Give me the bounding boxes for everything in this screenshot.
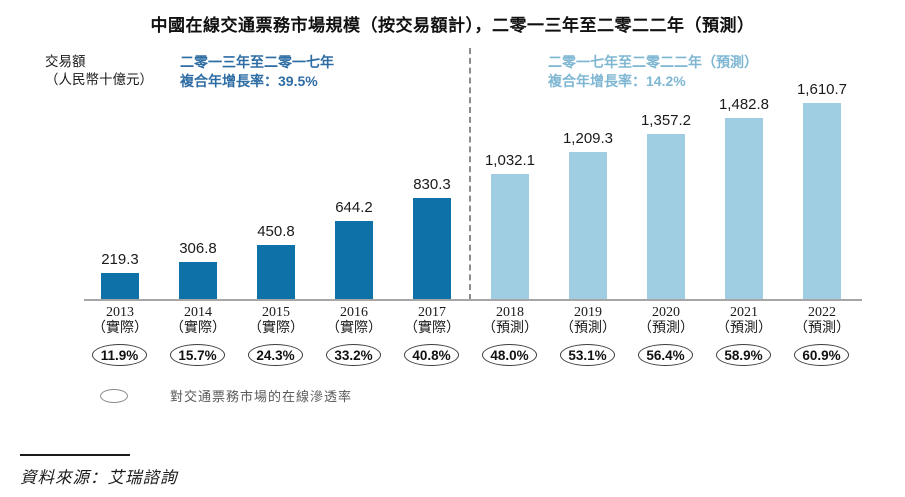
annotation-cagr-actual-line2: 複合年增長率：39.5% — [180, 73, 318, 89]
x-axis-label: 2022 （預測） — [783, 305, 861, 337]
bar-2018 — [491, 174, 529, 300]
x-axis-year: 2013 — [106, 305, 134, 320]
x-axis-sublabel: （預測） — [716, 321, 772, 336]
legend: 對交通票務市場的在線滲透率 — [100, 386, 352, 405]
penetration-rate-oval: 40.8% — [404, 344, 459, 366]
penetration-rate-oval: 53.1% — [560, 344, 615, 366]
bar-2021 — [725, 118, 763, 300]
bar-2013 — [101, 273, 139, 300]
x-axis-label: 2020 （預測） — [627, 305, 705, 337]
annotation-cagr-actual-line1: 二零一三年至二零一七年 — [180, 54, 334, 70]
x-axis-label: 2016 （實際） — [315, 305, 393, 337]
x-axis-sublabel: （實際） — [404, 321, 460, 336]
bar-value-label: 1,482.8 — [718, 96, 770, 113]
x-axis-sublabel: （預測） — [482, 321, 538, 336]
x-axis-sublabel: （預測） — [560, 321, 616, 336]
bar-value-label: 1,032.1 — [484, 152, 536, 169]
bar-2019 — [569, 152, 607, 300]
x-axis-year: 2016 — [340, 305, 368, 320]
y-axis-label-line2: （人民幣十億元） — [45, 72, 153, 87]
x-axis-label: 2021 （預測） — [705, 305, 783, 337]
bar-value-label: 1,610.7 — [796, 81, 848, 98]
y-axis-label: 交易額 （人民幣十億元） — [45, 53, 153, 89]
x-axis-label: 2017 （實際） — [393, 305, 471, 337]
actual-forecast-divider — [469, 48, 471, 300]
legend-label: 對交通票務市場的在線滲透率 — [170, 389, 353, 404]
x-axis-sublabel: （實際） — [170, 321, 226, 336]
x-axis-year: 2021 — [730, 305, 758, 320]
x-axis-sublabel: （實際） — [326, 321, 382, 336]
x-axis-sublabel: （預測） — [638, 321, 694, 336]
penetration-rate-oval: 56.4% — [638, 344, 693, 366]
penetration-rate-oval: 58.9% — [716, 344, 771, 366]
oval-marker-icon — [100, 388, 128, 403]
chart-title: 中國在線交通票務市場規模（按交易額計），二零一三年至二零二二年（預測） — [150, 16, 755, 35]
x-axis-year: 2019 — [574, 305, 602, 320]
bar-value-label: 644.2 — [335, 199, 373, 216]
penetration-rate-oval: 24.3% — [248, 344, 303, 366]
x-axis-label: 2013 （實際） — [81, 305, 159, 337]
source-text: 資料來源：艾瑞諮詢 — [20, 468, 178, 487]
bar-value-label: 450.8 — [257, 223, 295, 240]
bar-value-label: 1,357.2 — [640, 112, 692, 129]
x-axis-year: 2015 — [262, 305, 290, 320]
x-axis-label: 2015 （實際） — [237, 305, 315, 337]
bar-2022 — [803, 103, 841, 300]
x-axis-sublabel: （實際） — [92, 321, 148, 336]
penetration-rate-oval: 11.9% — [92, 344, 147, 366]
bar-2017 — [413, 198, 451, 300]
penetration-rate-oval: 48.0% — [482, 344, 537, 366]
penetration-rate-oval: 33.2% — [326, 344, 381, 366]
x-axis-year: 2022 — [808, 305, 836, 320]
x-axis-year: 2020 — [652, 305, 680, 320]
bar-2015 — [257, 245, 295, 300]
x-axis-sublabel: （預測） — [794, 321, 850, 336]
x-axis-year: 2018 — [496, 305, 524, 320]
bar-value-label: 830.3 — [413, 176, 451, 193]
annotation-cagr-forecast-line1: 二零一七年至二零二二年（預測） — [548, 54, 758, 70]
y-axis-label-line1: 交易額 — [45, 54, 86, 69]
annotation-cagr-actual: 二零一三年至二零一七年 複合年增長率：39.5% — [180, 53, 334, 91]
bar-2016 — [335, 221, 373, 300]
penetration-rate-oval: 60.9% — [794, 344, 849, 366]
bar-2014 — [179, 262, 217, 300]
x-axis-label: 2019 （預測） — [549, 305, 627, 337]
x-axis-label: 2018 （預測） — [471, 305, 549, 337]
bar-value-label: 1,209.3 — [562, 130, 614, 147]
penetration-rate-oval: 15.7% — [170, 344, 225, 366]
annotation-cagr-forecast: 二零一七年至二零二二年（預測） 複合年增長率：14.2% — [548, 53, 758, 91]
x-axis-sublabel: （實際） — [248, 321, 304, 336]
bar-value-label: 219.3 — [101, 251, 139, 268]
x-axis-label: 2014 （實際） — [159, 305, 237, 337]
annotation-cagr-forecast-line2: 複合年增長率：14.2% — [548, 73, 686, 89]
x-axis-year: 2017 — [418, 305, 446, 320]
bar-2020 — [647, 134, 685, 300]
x-axis-line — [84, 299, 862, 301]
bar-value-label: 306.8 — [179, 240, 217, 257]
source-rule — [20, 454, 130, 456]
x-axis-year: 2014 — [184, 305, 212, 320]
